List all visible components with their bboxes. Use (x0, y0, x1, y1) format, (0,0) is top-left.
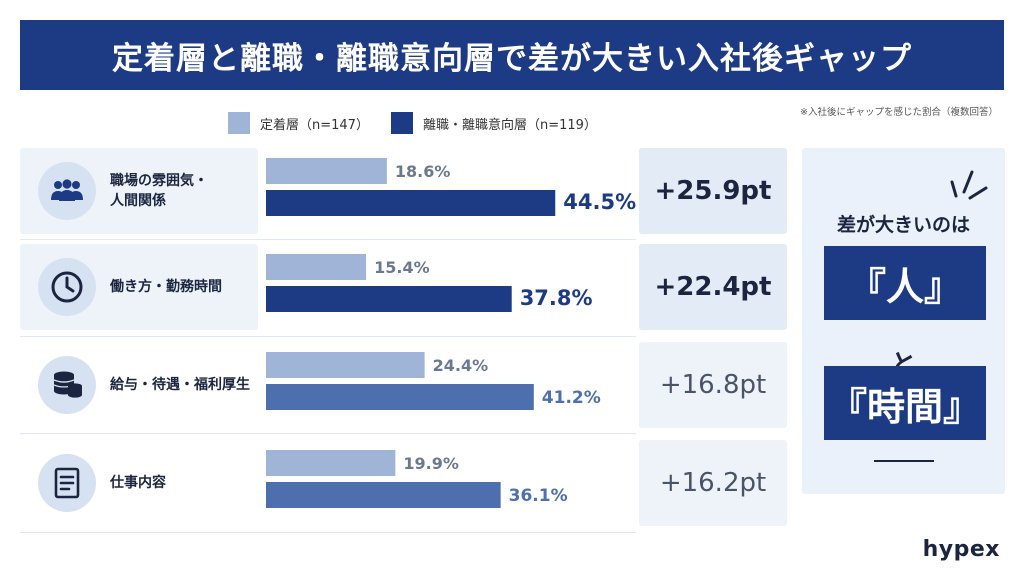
difference-value: +16.2pt (659, 468, 767, 498)
data-label-leaving: 41.2% (542, 388, 601, 408)
category-row: 働き方・勤務時間 15.4% 37.8% (20, 244, 636, 330)
bar-retained (266, 352, 425, 378)
summary-highlight-time: 『時間』 (824, 366, 986, 440)
category-row: 職場の雰囲気・ 人間関係 18.6% 44.5% (20, 148, 636, 234)
document-icon (38, 454, 96, 512)
summary-title: 差が大きいのは (836, 214, 970, 236)
data-label-retained: 19.9% (403, 454, 459, 473)
category-label: 給与・待遇・福利厚生 (110, 376, 250, 393)
chart-legend: 定着層（n=147） 離職・離職意向層（n=119） (228, 112, 597, 134)
legend-swatch-leaving (390, 112, 413, 134)
data-label-retained: 18.6% (395, 162, 451, 181)
difference-box: +16.8pt (639, 342, 787, 428)
clock-icon (38, 258, 96, 316)
category-label: 仕事内容 (110, 474, 166, 491)
bar-plot: 18.6% 44.5% (266, 158, 636, 216)
category-row: 給与・待遇・福利厚生 24.4% 41.2% (20, 342, 636, 428)
data-label-leaving: 37.8% (520, 286, 593, 310)
emphasis-burst-icon (950, 170, 988, 200)
bar-plot: 15.4% 37.8% (266, 254, 593, 312)
bar-leaving (266, 482, 501, 508)
category-label: 職場の雰囲気・ 人間関係 (110, 172, 208, 209)
bar-retained (266, 450, 396, 476)
bar-leaving (266, 190, 556, 216)
summary-divider (874, 460, 934, 462)
category-header: 仕事内容 (20, 440, 258, 526)
data-label-retained: 15.4% (374, 258, 430, 277)
bar-plot: 19.9% 36.1% (266, 450, 568, 508)
summary-panel: 差が大きいのは 『人』 と 『時間』 (802, 148, 1005, 494)
bar-leaving (266, 286, 512, 312)
difference-value: +16.8pt (659, 370, 767, 400)
difference-box: +16.2pt (639, 440, 787, 526)
data-label-leaving: 44.5% (563, 190, 636, 214)
bar-retained (266, 254, 367, 280)
bar-plot: 24.4% 41.2% (266, 352, 601, 410)
legend-swatch-retained (228, 112, 250, 134)
page-title: 定着層と離職・離職意向層で差が大きい入社後ギャップ (20, 20, 1004, 90)
category-label: 働き方・勤務時間 (110, 278, 222, 295)
difference-value: +25.9pt (654, 176, 772, 206)
category-header: 働き方・勤務時間 (20, 244, 258, 330)
category-header: 給与・待遇・福利厚生 (20, 342, 258, 428)
legend-item-retained: 定着層（n=147） (228, 112, 369, 134)
data-label-leaving: 36.1% (509, 486, 568, 506)
legend-label-retained: 定着層（n=147） (260, 117, 369, 133)
legend-item-leaving: 離職・離職意向層（n=119） (390, 112, 597, 134)
coins-icon (38, 356, 96, 414)
row-divider (20, 336, 636, 337)
survey-note: ※入社後にギャップを感じた割合（複数回答） (800, 107, 998, 118)
difference-box: +22.4pt (639, 244, 787, 330)
bar-retained (266, 158, 387, 184)
row-divider (20, 433, 636, 434)
row-divider (20, 239, 636, 240)
difference-value: +22.4pt (654, 272, 772, 302)
category-header: 職場の雰囲気・ 人間関係 (20, 148, 258, 234)
summary-highlight-people: 『人』 (824, 246, 986, 320)
data-label-retained: 24.4% (433, 356, 489, 375)
people-icon (38, 162, 96, 220)
difference-box: +25.9pt (639, 148, 787, 234)
row-divider (20, 532, 636, 533)
legend-label-leaving: 離職・離職意向層（n=119） (422, 117, 597, 133)
bar-leaving (266, 384, 534, 410)
category-row: 仕事内容 19.9% 36.1% (20, 440, 636, 526)
brand-logo: hypex (922, 537, 1000, 562)
